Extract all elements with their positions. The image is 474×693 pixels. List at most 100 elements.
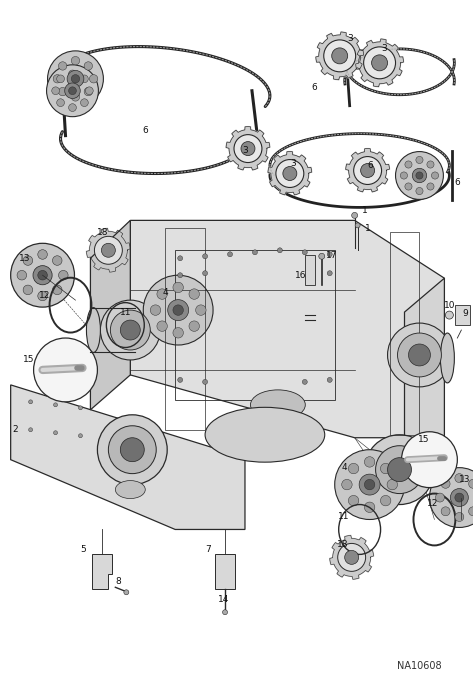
Polygon shape bbox=[215, 554, 235, 589]
Circle shape bbox=[332, 48, 347, 64]
Circle shape bbox=[38, 270, 47, 280]
Text: 1: 1 bbox=[365, 224, 370, 233]
Circle shape bbox=[23, 256, 33, 265]
Circle shape bbox=[23, 285, 33, 295]
Text: 15: 15 bbox=[23, 356, 34, 365]
Circle shape bbox=[405, 161, 412, 168]
Circle shape bbox=[354, 157, 382, 184]
Polygon shape bbox=[130, 220, 445, 438]
Circle shape bbox=[381, 464, 391, 474]
Text: 12: 12 bbox=[428, 499, 439, 508]
Circle shape bbox=[381, 495, 391, 506]
Polygon shape bbox=[226, 127, 270, 170]
Circle shape bbox=[469, 507, 474, 516]
Circle shape bbox=[348, 495, 359, 506]
Circle shape bbox=[168, 299, 189, 321]
Circle shape bbox=[388, 457, 411, 482]
Polygon shape bbox=[11, 385, 245, 529]
Circle shape bbox=[409, 344, 430, 366]
Text: 11: 11 bbox=[337, 512, 349, 521]
Circle shape bbox=[47, 51, 103, 107]
Circle shape bbox=[196, 305, 206, 315]
Circle shape bbox=[327, 378, 332, 383]
Circle shape bbox=[401, 172, 408, 179]
Circle shape bbox=[431, 172, 438, 179]
Circle shape bbox=[110, 310, 150, 350]
Circle shape bbox=[71, 56, 80, 65]
Polygon shape bbox=[268, 152, 312, 195]
Circle shape bbox=[53, 75, 62, 83]
Circle shape bbox=[34, 338, 98, 402]
Text: 18: 18 bbox=[98, 228, 109, 237]
Circle shape bbox=[81, 99, 88, 107]
Text: 6: 6 bbox=[142, 126, 148, 135]
Polygon shape bbox=[86, 229, 130, 272]
Ellipse shape bbox=[440, 333, 455, 383]
Circle shape bbox=[277, 248, 283, 253]
Text: 3: 3 bbox=[382, 44, 387, 53]
Circle shape bbox=[46, 65, 99, 116]
Circle shape bbox=[28, 400, 33, 404]
Circle shape bbox=[361, 164, 374, 177]
Circle shape bbox=[375, 446, 423, 493]
Text: 10: 10 bbox=[445, 301, 456, 310]
Circle shape bbox=[69, 87, 76, 95]
Ellipse shape bbox=[115, 481, 145, 498]
Circle shape bbox=[324, 40, 356, 72]
Circle shape bbox=[469, 480, 474, 489]
Circle shape bbox=[365, 502, 375, 513]
Circle shape bbox=[173, 328, 183, 338]
Circle shape bbox=[335, 450, 404, 520]
Circle shape bbox=[79, 406, 82, 410]
Circle shape bbox=[98, 415, 167, 484]
Circle shape bbox=[189, 289, 200, 299]
Circle shape bbox=[364, 47, 395, 79]
Circle shape bbox=[365, 435, 434, 505]
Circle shape bbox=[84, 62, 92, 70]
Text: 4: 4 bbox=[162, 288, 168, 297]
Text: 9: 9 bbox=[462, 308, 468, 317]
Text: 18: 18 bbox=[337, 540, 348, 549]
Text: 3: 3 bbox=[347, 35, 354, 44]
Text: 6: 6 bbox=[455, 178, 460, 187]
Circle shape bbox=[441, 480, 450, 489]
Text: 6: 6 bbox=[312, 83, 318, 92]
Ellipse shape bbox=[86, 308, 100, 353]
Circle shape bbox=[359, 474, 380, 495]
Circle shape bbox=[38, 291, 47, 301]
Circle shape bbox=[342, 480, 352, 490]
Text: 14: 14 bbox=[218, 595, 229, 604]
Circle shape bbox=[327, 271, 332, 276]
Circle shape bbox=[84, 87, 92, 96]
Circle shape bbox=[401, 432, 457, 488]
Circle shape bbox=[365, 480, 375, 490]
Circle shape bbox=[427, 183, 434, 190]
Text: 4: 4 bbox=[342, 463, 347, 472]
Text: 5: 5 bbox=[81, 545, 86, 554]
Circle shape bbox=[189, 321, 200, 331]
Circle shape bbox=[345, 550, 359, 564]
Text: NA10608: NA10608 bbox=[397, 661, 442, 671]
Circle shape bbox=[58, 62, 67, 70]
Circle shape bbox=[157, 321, 167, 331]
Circle shape bbox=[178, 256, 182, 261]
Circle shape bbox=[228, 252, 233, 257]
Text: 12: 12 bbox=[38, 290, 50, 299]
Circle shape bbox=[65, 83, 80, 98]
Circle shape bbox=[69, 104, 76, 112]
Text: 3: 3 bbox=[242, 146, 248, 155]
Circle shape bbox=[455, 473, 464, 482]
Circle shape bbox=[150, 305, 161, 315]
Polygon shape bbox=[330, 536, 374, 579]
Circle shape bbox=[429, 468, 474, 527]
Ellipse shape bbox=[205, 407, 325, 462]
Text: 11: 11 bbox=[120, 308, 132, 317]
Circle shape bbox=[253, 249, 257, 255]
Circle shape bbox=[455, 513, 464, 522]
Circle shape bbox=[319, 253, 325, 259]
Circle shape bbox=[94, 236, 122, 264]
Circle shape bbox=[85, 87, 93, 95]
Circle shape bbox=[178, 273, 182, 278]
Text: 13: 13 bbox=[18, 254, 30, 263]
Circle shape bbox=[202, 379, 208, 385]
